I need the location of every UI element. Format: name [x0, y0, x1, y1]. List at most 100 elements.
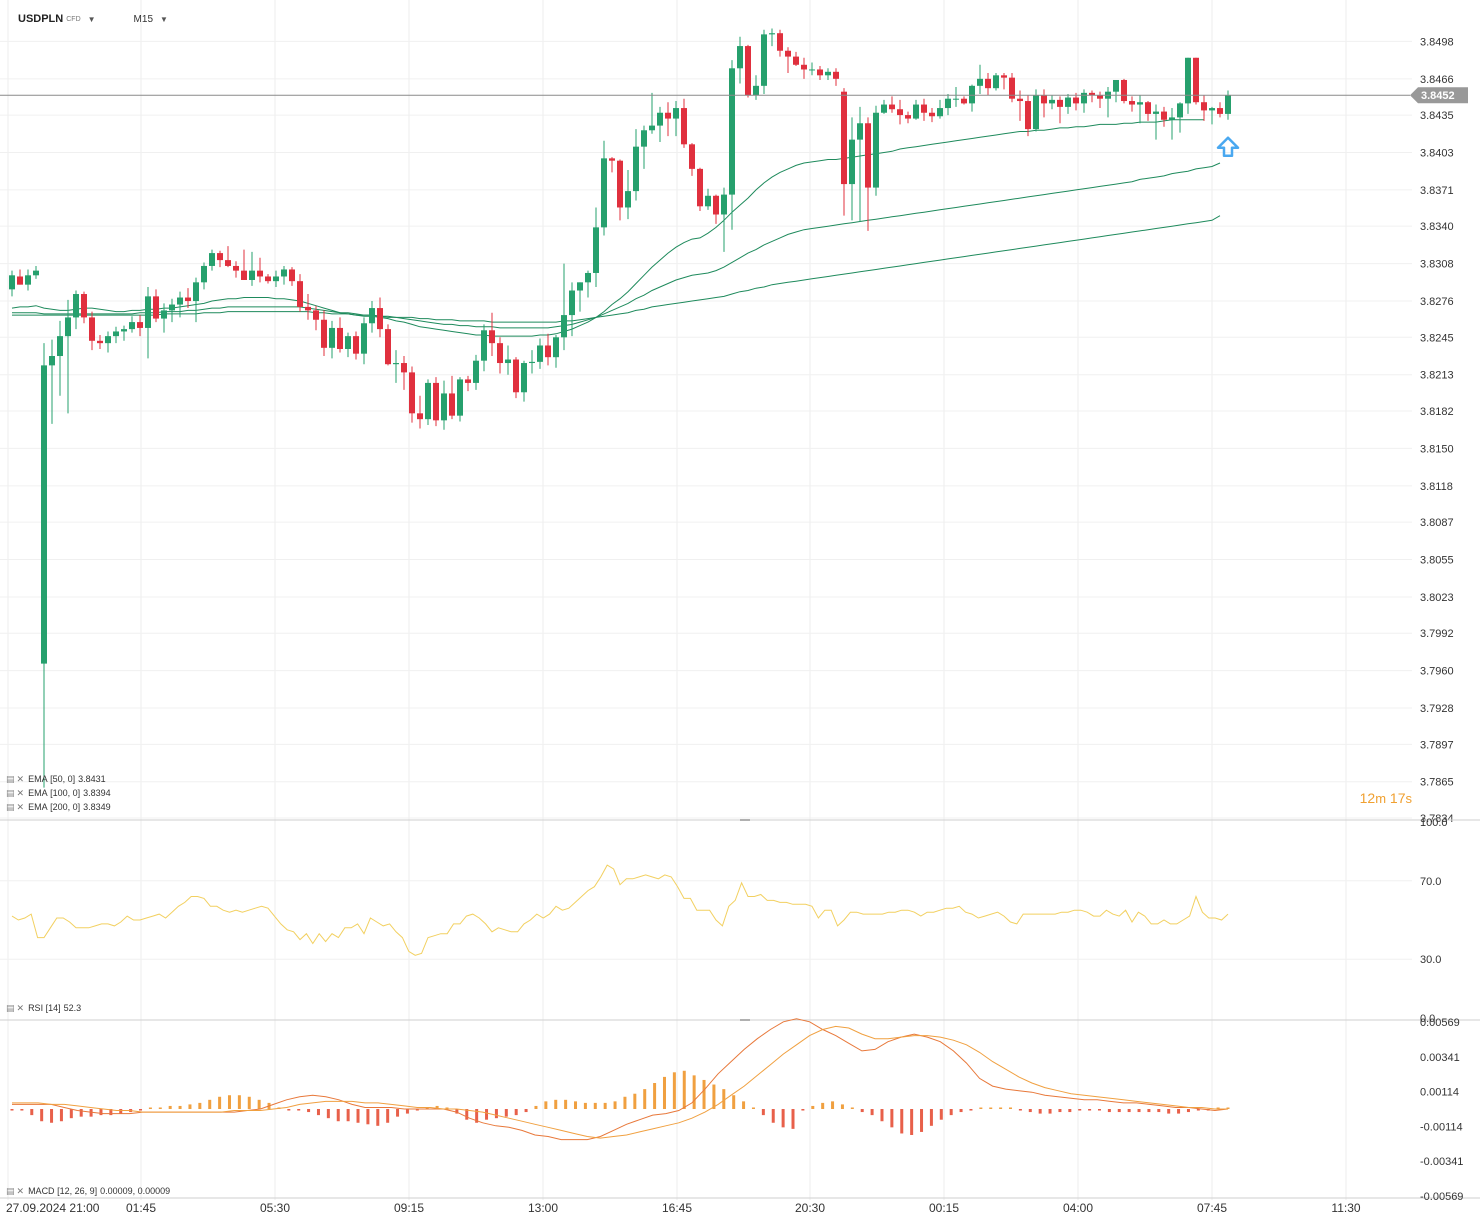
macd-histogram-bar [346, 1109, 350, 1122]
macd-histogram-bar [465, 1109, 469, 1120]
candle [721, 194, 727, 215]
candle [465, 379, 471, 383]
macd-histogram-bar [890, 1109, 894, 1128]
macd-histogram-bar [69, 1109, 73, 1119]
y-tick-label: 3.8245 [1420, 332, 1454, 344]
macd-histogram-bar [139, 1109, 143, 1111]
macd-histogram-bar [218, 1096, 222, 1109]
macd-histogram-bar [999, 1107, 1003, 1109]
x-tick-label: 07:45 [1197, 1201, 1227, 1215]
candle [401, 363, 407, 373]
candle [1065, 97, 1071, 107]
pane-resize-handle[interactable] [740, 1019, 750, 1021]
candle [977, 78, 983, 86]
timeframe-selector[interactable]: M15 [133, 13, 153, 25]
candle [857, 123, 863, 140]
macd-histogram-bar [1009, 1107, 1013, 1109]
close-icon[interactable]: ✕ [16, 787, 25, 798]
macd-histogram-bar [534, 1105, 538, 1109]
candle [1217, 108, 1223, 114]
close-icon[interactable]: ✕ [16, 1002, 25, 1013]
legend-rsi: ▤ ✕ RSI [14] 52.3 [6, 1002, 81, 1014]
macd-histogram-bar [771, 1109, 775, 1123]
candle [865, 123, 871, 188]
candle [1001, 75, 1007, 78]
countdown-min-unit: m [1375, 791, 1387, 806]
candle [753, 85, 759, 96]
macd-histogram-bar [396, 1109, 400, 1117]
candle [177, 297, 183, 305]
macd-histogram-bar [227, 1095, 231, 1109]
candle [305, 306, 311, 311]
macd-histogram-bar [662, 1076, 666, 1109]
candle [233, 265, 239, 271]
legend-ema100-params: [100, 0] [50, 788, 81, 798]
candle [329, 327, 335, 348]
macd-histogram-bar [1048, 1109, 1052, 1114]
x-tick-label: 16:45 [662, 1201, 692, 1215]
settings-icon[interactable]: ▤ [6, 801, 15, 812]
symbol-name[interactable]: USDPLN [18, 13, 64, 25]
close-icon[interactable]: ✕ [16, 801, 25, 812]
candle [1145, 102, 1151, 114]
macd-histogram-bar [1157, 1109, 1161, 1113]
signal-line [12, 1025, 1228, 1139]
x-tick-label: 11:30 [1331, 1201, 1360, 1215]
y-tick-label: 3.8403 [1420, 148, 1454, 160]
macd-y-tick-label: 0.00341 [1420, 1052, 1460, 1064]
symbol-dropdown-icon[interactable]: ▼ [87, 14, 96, 24]
settings-icon[interactable]: ▤ [6, 1185, 15, 1196]
close-icon[interactable]: ✕ [16, 773, 25, 784]
rsi-y-tick-label: 70.0 [1420, 876, 1441, 888]
macd-histogram-bar [623, 1096, 627, 1109]
macd-histogram-bar [574, 1101, 578, 1109]
candle [265, 276, 271, 282]
symbol-selector[interactable]: USDPLN CFD ▼ M15 ▼ [18, 10, 168, 28]
countdown-sec-unit: s [1405, 791, 1413, 806]
candle [1137, 102, 1143, 105]
candle [697, 168, 703, 207]
pane-resize-handle[interactable] [740, 819, 750, 821]
timeframe-dropdown-icon[interactable]: ▼ [160, 14, 168, 24]
macd-histogram-bar [50, 1109, 54, 1123]
close-icon[interactable]: ✕ [16, 1185, 25, 1196]
macd-histogram-bar [326, 1109, 330, 1119]
candle [449, 393, 455, 416]
legend-ema200-label: EMA [28, 802, 48, 812]
y-tick-label: 3.8435 [1420, 110, 1454, 122]
macd-histogram-bar [376, 1109, 380, 1126]
candle [1073, 97, 1079, 104]
macd-histogram-bar [59, 1109, 63, 1122]
x-tick-label: 20:30 [795, 1201, 825, 1215]
macd-histogram-bar [1216, 1107, 1220, 1109]
macd-histogram-bar [1226, 1107, 1230, 1109]
candle [1177, 103, 1183, 118]
candle [745, 46, 751, 96]
legend-macd-label: MACD [28, 1186, 55, 1196]
candle [793, 56, 799, 65]
macd-histogram-bar [168, 1105, 172, 1109]
legend-ema200-params: [200, 0] [50, 802, 81, 812]
macd-histogram-bar [583, 1102, 587, 1109]
settings-icon[interactable]: ▤ [6, 1002, 15, 1013]
candle [641, 130, 647, 147]
legend-ema50-label: EMA [28, 774, 48, 784]
legend-macd-value: 0.00009, 0.00009 [100, 1186, 171, 1196]
candle [505, 359, 511, 364]
macd-histogram-bar [307, 1109, 311, 1113]
macd-histogram-bar [969, 1109, 973, 1111]
macd-histogram-bar [10, 1109, 14, 1111]
rsi-y-tick-label: 100.0 [1420, 817, 1448, 829]
rsi-y-tick-label: 0.0 [1420, 1013, 1435, 1025]
candle [577, 282, 583, 291]
settings-icon[interactable]: ▤ [6, 773, 15, 784]
candle [537, 345, 543, 362]
candle [1049, 99, 1055, 104]
macd-histogram-bar [524, 1109, 528, 1113]
candle [1113, 79, 1119, 92]
candle [1033, 95, 1039, 130]
macd-y-tick-label: -0.00114 [1420, 1121, 1463, 1133]
settings-icon[interactable]: ▤ [6, 787, 15, 798]
macd-histogram-bar [20, 1109, 24, 1111]
